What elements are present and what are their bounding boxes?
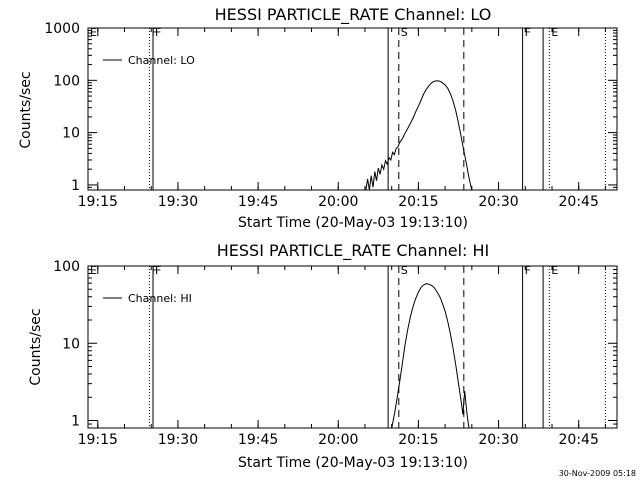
flag-label: F [525, 264, 531, 277]
panel-lo: HESSI PARTICLE_RATE Channel: LO Start Ti… [18, 5, 618, 231]
plot-frame [87, 27, 618, 191]
y-tick-label: 1000 [44, 21, 80, 37]
flag-label: F [155, 264, 161, 277]
x-tick-label: 19:45 [238, 194, 278, 210]
footer-timestamp: 30-Nov-2009 05:18 [559, 469, 636, 478]
flag-label: S [401, 264, 408, 277]
series-line [391, 283, 470, 429]
x-axis-label: Start Time (20-May-03 19:13:10) [238, 455, 468, 471]
x-tick-label: 20:00 [318, 432, 358, 448]
chart-title: HESSI PARTICLE_RATE Channel: HI [217, 241, 490, 261]
flag-label: E [90, 264, 97, 277]
x-tick-label: 19:30 [158, 432, 198, 448]
x-tick-label: 20:15 [398, 432, 438, 448]
flag-label: F [155, 26, 161, 39]
y-tick-label: 10 [62, 336, 80, 352]
plot-frame [87, 265, 618, 429]
flag-label: F [151, 264, 157, 277]
x-tick-label: 19:15 [78, 194, 118, 210]
x-tick-label: 20:45 [559, 194, 599, 210]
flag-label: S [401, 26, 408, 39]
y-tick-label: 100 [53, 73, 80, 89]
x-tick-label: 20:45 [559, 432, 599, 448]
legend-label: Channel: LO [128, 54, 195, 67]
y-tick-label: 100 [53, 259, 80, 275]
y-axis-label: Counts/sec [18, 71, 34, 148]
x-tick-label: 20:30 [478, 194, 518, 210]
flag-label: F [151, 26, 157, 39]
flag-label: F [525, 26, 531, 39]
x-tick-label: 20:30 [478, 432, 518, 448]
y-axis-label: Counts/sec [28, 308, 44, 385]
flag-label: E [90, 26, 97, 39]
x-tick-label: 19:45 [238, 432, 278, 448]
legend-label: Channel: HI [128, 292, 192, 305]
flag-label: E [551, 264, 558, 277]
x-tick-label: 19:15 [78, 432, 118, 448]
y-tick-label: 1 [71, 414, 80, 430]
y-tick-label: 1 [71, 178, 80, 194]
series-line [365, 80, 473, 191]
y-tick-label: 10 [62, 126, 80, 142]
x-axis-label: Start Time (20-May-03 19:13:10) [238, 215, 468, 231]
x-tick-label: 19:30 [158, 194, 198, 210]
panel-hi: HESSI PARTICLE_RATE Channel: HI Start Ti… [28, 241, 618, 471]
chart-title: HESSI PARTICLE_RATE Channel: LO [215, 5, 492, 25]
x-tick-label: 20:00 [318, 194, 358, 210]
flag-label: E [551, 26, 558, 39]
x-tick-label: 20:15 [398, 194, 438, 210]
